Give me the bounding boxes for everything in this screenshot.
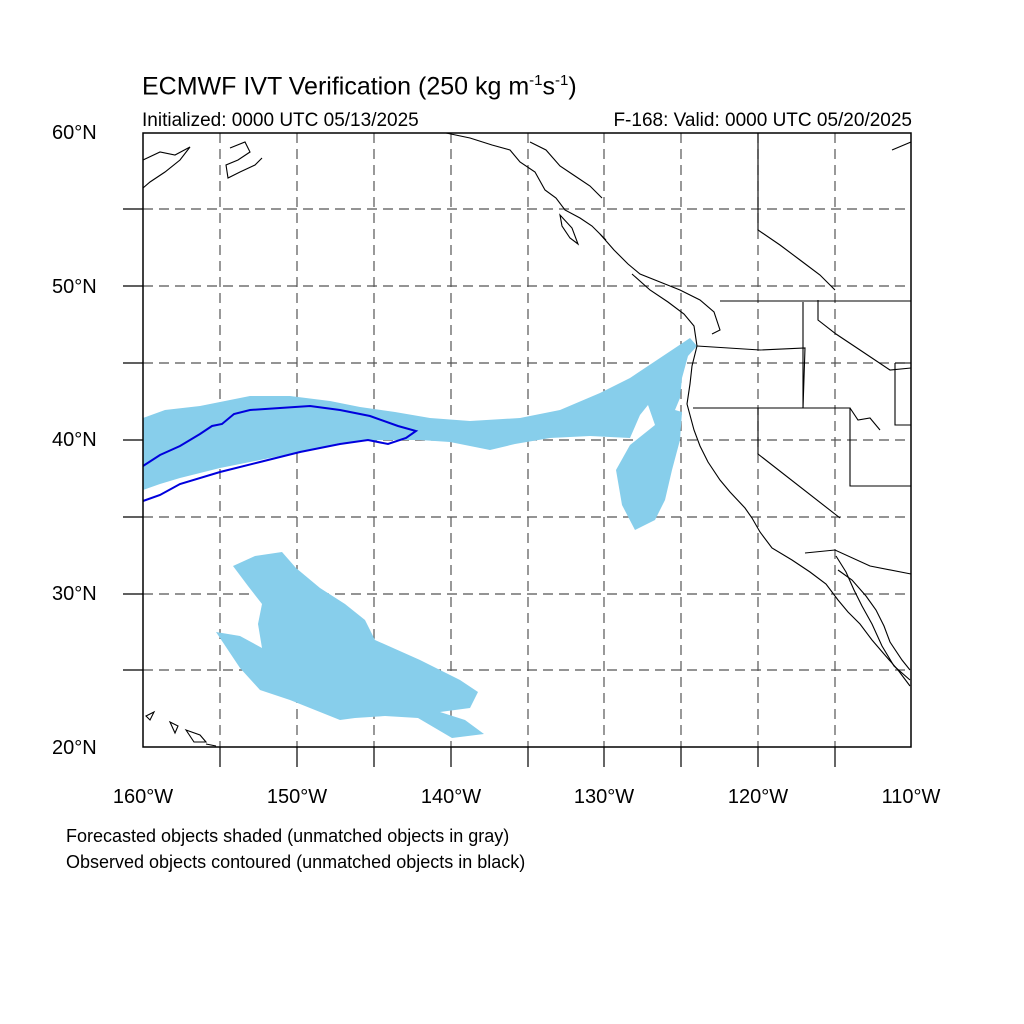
legend-forecast-note: Forecasted objects shaded (unmatched obj… [66,826,510,846]
lon-label-160w: 160°W [112,786,174,808]
lon-label-110w: 110°W [881,786,941,808]
lat-label-60: 60°N [52,122,97,144]
lon-label-120w: 120°W [727,786,789,808]
lon-label-130w: 130°W [573,786,635,808]
valid-time: F-168: Valid: 0000 UTC 05/20/2025 [613,110,912,131]
map-title: ECMWF IVT Verification (250 kg m-1s-1) [142,72,577,101]
lat-label-20: 20°N [52,737,97,759]
legend-observed-note: Observed objects contoured (unmatched ob… [66,852,526,872]
lon-label-140w: 140°W [420,786,482,808]
forecast-object-south [216,552,484,738]
forecast-objects [143,338,697,738]
lat-label-50: 50°N [52,276,97,298]
forecast-object-ar [143,338,697,530]
coastlines [142,132,912,747]
initialized-time: Initialized: 0000 UTC 05/13/2025 [142,110,419,131]
lat-label-40: 40°N [52,429,97,451]
lat-label-30: 30°N [52,583,97,605]
axis-ticks [123,208,836,767]
observed-object-contour [142,404,419,502]
lon-label-150w: 150°W [266,786,328,808]
